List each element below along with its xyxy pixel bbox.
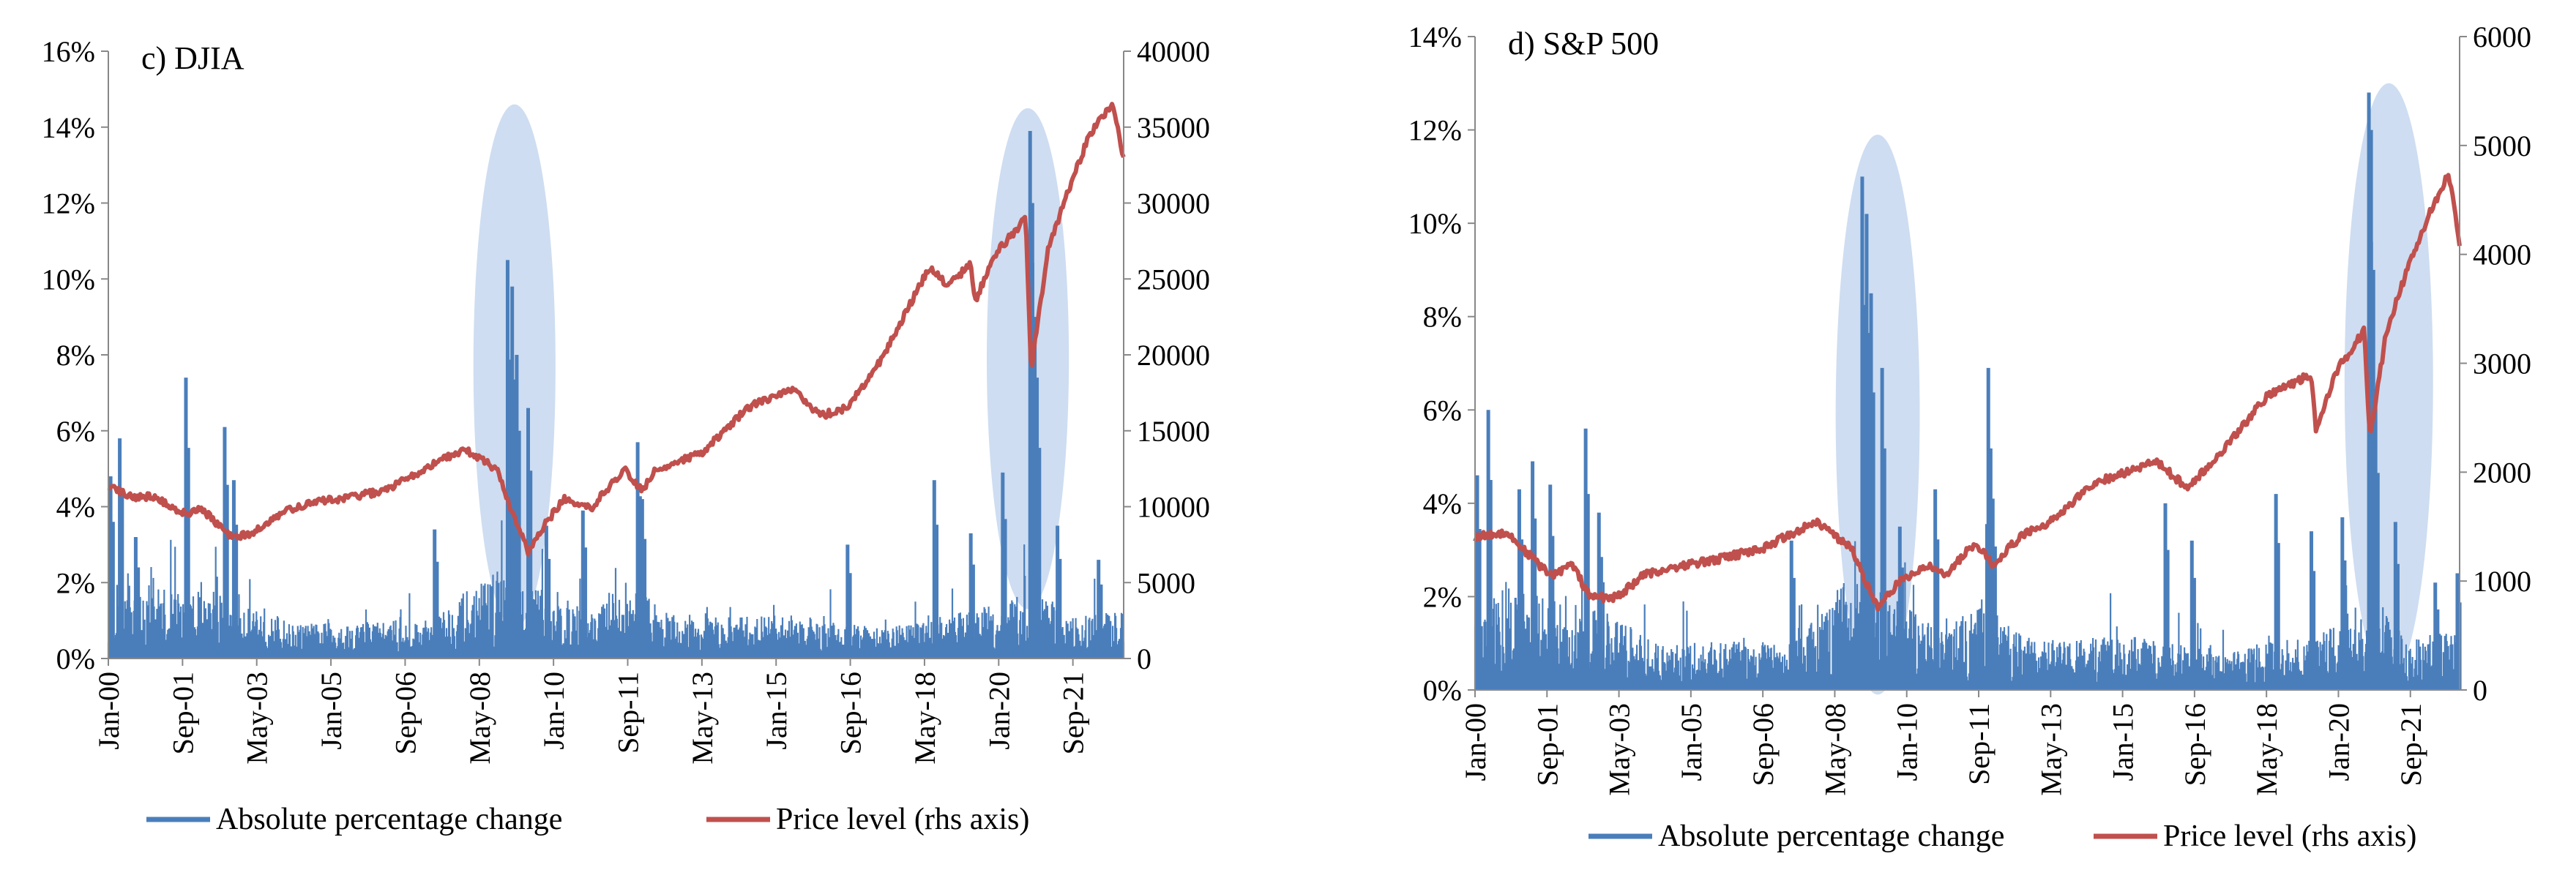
right-tick-label: 4000 bbox=[2473, 239, 2531, 271]
legend-price-level: Price level (rhs axis) bbox=[706, 803, 1029, 836]
left-tick-label: 0% bbox=[56, 642, 95, 675]
x-tick-label: Sep-06 bbox=[1747, 703, 1780, 786]
left-tick-label: 2% bbox=[1423, 580, 1462, 613]
price-level-series bbox=[1473, 173, 2462, 612]
x-tick-label: May-03 bbox=[1603, 703, 1636, 796]
x-tick-label: May-18 bbox=[2250, 703, 2283, 796]
chart-title: c) DJIA bbox=[141, 40, 244, 76]
right-tick-label: 0 bbox=[1137, 642, 1151, 675]
x-tick-label: Sep-16 bbox=[835, 672, 867, 754]
x-tick-label: May-08 bbox=[1818, 703, 1851, 796]
x-tick-label: Jan-00 bbox=[1459, 703, 1492, 781]
right-tick-label: 15000 bbox=[1137, 415, 1210, 448]
left-tick-label: 10% bbox=[42, 263, 95, 296]
x-tick-label: Sep-21 bbox=[1057, 672, 1090, 754]
x-tick-label: Sep-21 bbox=[2394, 703, 2427, 786]
chart-panel-djia: 0% 2% 4% 6% 8% 10% 12% 14% 16% 0 5000 10000 15000 200… bbox=[42, 35, 1210, 836]
right-tick-label: 5000 bbox=[2473, 130, 2531, 162]
x-tick-label: Sep-01 bbox=[166, 672, 199, 754]
left-tick-label: 8% bbox=[56, 339, 95, 372]
left-tick-label: 6% bbox=[56, 415, 95, 448]
left-tick-label: 4% bbox=[56, 491, 95, 524]
right-tick-label: 6000 bbox=[2473, 20, 2531, 53]
legend-label: Price level (rhs axis) bbox=[2163, 819, 2416, 853]
left-tick-label: 4% bbox=[1423, 487, 1462, 520]
x-tick-label: Jan-20 bbox=[982, 672, 1015, 750]
x-tick-label: May-08 bbox=[463, 672, 496, 765]
chart-panel-sp500: 0% 2% 4% 6% 8% 10% 12% 14% 0 1000 2000 3000 4000 5000… bbox=[1408, 20, 2531, 853]
x-tick-label: Jan-00 bbox=[92, 672, 125, 750]
x-tick-label: Jan-10 bbox=[1891, 703, 1924, 781]
left-tick-label: 0% bbox=[1423, 674, 1462, 707]
left-tick-label: 14% bbox=[1408, 20, 1462, 53]
x-tick-label: Sep-11 bbox=[1963, 703, 1996, 785]
price-level-series bbox=[107, 102, 1126, 557]
x-tick-label: May-13 bbox=[686, 672, 719, 765]
left-tick-label: 2% bbox=[56, 566, 95, 599]
highlight-ellipse bbox=[2344, 83, 2433, 681]
right-tick-label: 25000 bbox=[1137, 263, 1210, 296]
x-tick-label: Jan-15 bbox=[2107, 703, 2140, 781]
x-tick-label: Jan-10 bbox=[537, 672, 570, 750]
x-tick-label: Jan-05 bbox=[315, 672, 348, 750]
x-tick-label: May-18 bbox=[908, 672, 941, 765]
x-tick-label: May-13 bbox=[2034, 703, 2067, 796]
x-tick-label: Sep-11 bbox=[612, 672, 645, 754]
x-tick-label: May-03 bbox=[241, 672, 274, 765]
left-tick-label: 12% bbox=[42, 187, 95, 220]
x-tick-label: Sep-01 bbox=[1531, 703, 1564, 786]
x-tick-label: Jan-05 bbox=[1675, 703, 1708, 781]
legend-label: Absolute percentage change bbox=[216, 803, 562, 836]
left-tick-label: 8% bbox=[1423, 301, 1462, 334]
legend-price-level: Price level (rhs axis) bbox=[2094, 819, 2416, 853]
right-tick-label: 20000 bbox=[1137, 339, 1210, 372]
x-tick-label: Jan-15 bbox=[760, 672, 793, 750]
legend-label: Price level (rhs axis) bbox=[776, 803, 1029, 836]
right-tick-label: 3000 bbox=[2473, 348, 2531, 380]
left-tick-label: 12% bbox=[1408, 114, 1462, 147]
left-tick-label: 14% bbox=[42, 111, 95, 144]
highlight-ellipse bbox=[473, 104, 556, 629]
right-tick-label: 0 bbox=[2473, 674, 2487, 707]
right-tick-label: 35000 bbox=[1137, 111, 1210, 144]
right-tick-label: 40000 bbox=[1137, 35, 1210, 68]
right-tick-label: 5000 bbox=[1137, 566, 1195, 599]
legend-abs-change: Absolute percentage change bbox=[1588, 819, 2004, 853]
right-tick-label: 2000 bbox=[2473, 456, 2531, 489]
right-tick-label: 1000 bbox=[2473, 565, 2531, 598]
chart-title: d) S&P 500 bbox=[1508, 26, 1659, 61]
legend-abs-change: Absolute percentage change bbox=[146, 803, 562, 836]
x-tick-label: Jan-20 bbox=[2322, 703, 2355, 781]
right-tick-label: 10000 bbox=[1137, 491, 1210, 524]
left-tick-label: 10% bbox=[1408, 207, 1462, 240]
legend-label: Absolute percentage change bbox=[1658, 819, 2004, 853]
right-tick-label: 30000 bbox=[1137, 187, 1210, 220]
x-tick-label: Sep-16 bbox=[2179, 703, 2211, 786]
x-tick-label: Sep-06 bbox=[389, 672, 422, 754]
left-tick-label: 6% bbox=[1423, 394, 1462, 427]
left-tick-label: 16% bbox=[42, 35, 95, 68]
